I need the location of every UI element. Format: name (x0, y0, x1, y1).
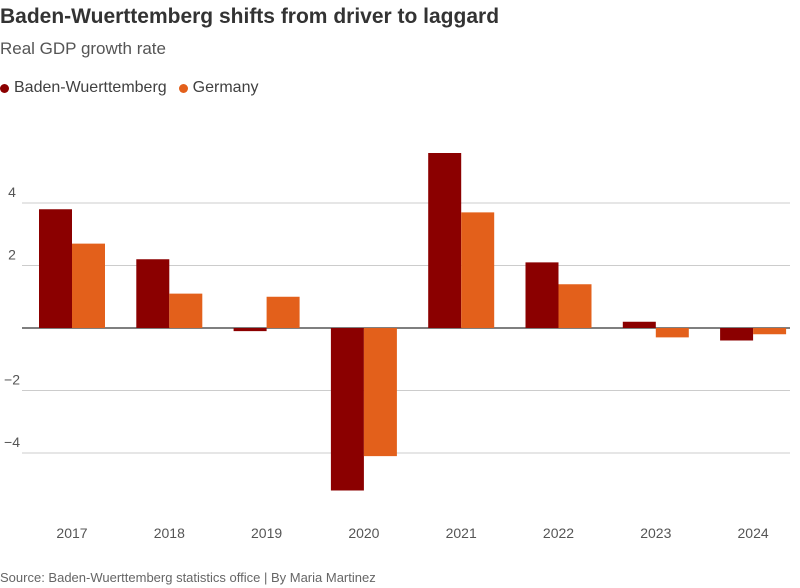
bar-baden-wuerttemberg-2021 (428, 153, 462, 328)
bar-germany-2021 (461, 212, 495, 328)
y-tick-label: −2 (4, 372, 20, 388)
x-tick-label: 2024 (738, 525, 769, 541)
bar-germany-2017 (72, 243, 105, 328)
bar-germany-2019 (266, 296, 300, 328)
x-tick-label: 2018 (154, 525, 185, 541)
legend-dot-germany (178, 83, 188, 93)
legend-item-baden-wuerttemberg: Baden-Wuerttemberg (0, 79, 167, 97)
bar-germany-2020 (363, 328, 397, 457)
bar-baden-wuerttemberg-2020 (330, 328, 364, 491)
legend-item-germany: Germany (178, 79, 259, 97)
x-tick-label: 2023 (640, 525, 671, 541)
bar-baden-wuerttemberg-2018 (136, 259, 170, 328)
x-tick-label: 2020 (348, 525, 379, 541)
legend-dot-baden-wuerttemberg (0, 83, 9, 93)
legend-label-baden-wuerttemberg: Baden-Wuerttemberg (14, 79, 167, 96)
chart-title: Baden-Wuerttemberg shifts from driver to… (0, 5, 500, 28)
source-note: Source: Baden-Wuerttemberg statistics of… (0, 570, 376, 585)
x-tick-label: 2021 (446, 525, 477, 541)
bar-baden-wuerttemberg-2017 (39, 209, 72, 328)
y-tick-label: −4 (4, 434, 20, 450)
bar-baden-wuerttemberg-2023 (622, 321, 656, 328)
bar-germany-2022 (558, 284, 592, 328)
x-tick-label: 2017 (56, 525, 87, 541)
x-tick-label: 2022 (543, 525, 574, 541)
bar-baden-wuerttemberg-2024 (720, 328, 754, 341)
legend: Baden-Wuerttemberg Germany (0, 79, 258, 97)
bar-baden-wuerttemberg-2022 (525, 262, 559, 328)
bar-germany-2024 (753, 328, 787, 335)
bar-germany-2023 (655, 328, 689, 338)
chart-subtitle: Real GDP growth rate (0, 39, 166, 58)
bar-germany-2018 (169, 293, 203, 328)
bar-baden-wuerttemberg-2019 (233, 328, 267, 332)
y-tick-label: 2 (8, 247, 16, 263)
x-tick-label: 2019 (251, 525, 282, 541)
y-tick-label: 4 (8, 184, 16, 200)
legend-label-germany: Germany (192, 79, 259, 96)
